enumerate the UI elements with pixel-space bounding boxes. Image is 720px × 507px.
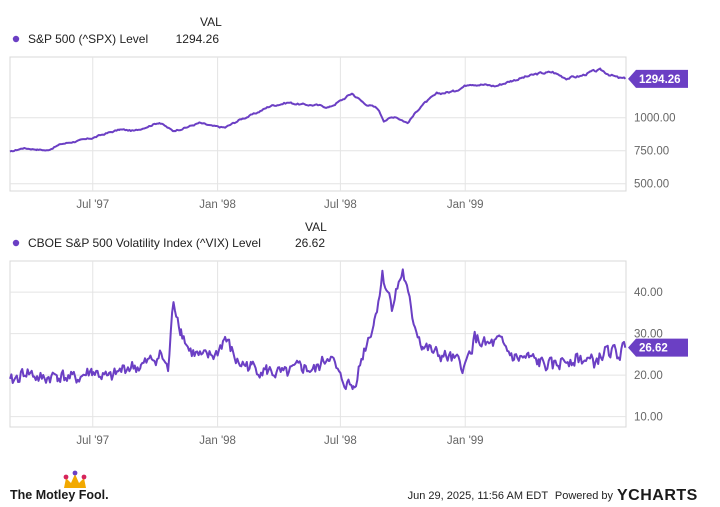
legend-header: VAL (305, 220, 327, 234)
y-tick-label: 10.00 (634, 412, 663, 424)
x-tick-label: Jul '97 (76, 199, 109, 211)
provider-text: YCHARTS (617, 487, 698, 504)
y-tick-label: 1000.00 (634, 113, 676, 125)
last-value-label: 26.62 (639, 343, 668, 355)
x-tick-label: Jan '98 (199, 199, 236, 211)
x-tick-label: Jul '97 (76, 435, 109, 447)
y-tick-label: 30.00 (634, 329, 663, 341)
ycharts-logo[interactable]: YCHARTS (617, 487, 698, 504)
y-tick-label: 40.00 (634, 287, 663, 299)
last-value-tag-shape (628, 69, 688, 88)
plot-frame (9, 260, 627, 428)
timestamp: Jun 29, 2025, 11:56 AM EDT Powered by (408, 490, 614, 502)
legend-series-name: CBOE S&P 500 Volatility Index (^VIX) Lev… (28, 236, 261, 250)
y-tick-label: 750.00 (634, 146, 669, 158)
last-value-tag-shape (628, 338, 688, 357)
x-axis: Jul '97 Jan '98 Jul '98 Jan '99 (76, 435, 483, 447)
y-axis: 500.00 750.00 1000.00 (634, 113, 676, 191)
x-tick-label: Jul '98 (324, 199, 357, 211)
plot-frame (9, 56, 627, 192)
x-tick-label: Jan '99 (447, 435, 484, 447)
legend-value: 1294.26 (176, 32, 220, 46)
x-tick-label: Jan '98 (199, 435, 236, 447)
x-tick-label: Jul '98 (324, 435, 357, 447)
series-line-vix (9, 268, 627, 391)
y-axis: 10.00 20.00 30.00 40.00 (634, 287, 663, 424)
series-line-spx (9, 67, 627, 153)
powered-by-text: Powered by (555, 490, 614, 502)
y-tick-label: 500.00 (634, 179, 669, 191)
y-tick-label: 20.00 (634, 370, 663, 382)
footer: The Motley Fool. Jun 29, 2025, 11:56 AM … (10, 470, 698, 504)
legend-value: 26.62 (295, 236, 325, 250)
legend-series-name: S&P 500 (^SPX) Level (28, 32, 148, 46)
legend-marker (12, 35, 20, 43)
last-value-tag: 26.62 (628, 338, 688, 357)
motley-fool-logo[interactable]: The Motley Fool. (10, 470, 109, 502)
last-value-label: 1294.26 (639, 74, 681, 86)
last-value-tag: 1294.26 (628, 69, 688, 88)
chart-panel-top: Jul '97 Jan '98 Jul '98 Jan '99 500.00 750.0… (9, 56, 688, 211)
chart-panel-bottom: Jul '97 Jan '98 Jul '98 Jan '99 10.00 20.00 3… (9, 260, 688, 447)
brand-text: The Motley Fool. (10, 488, 109, 502)
grid (10, 57, 626, 191)
legend-header: VAL (200, 15, 222, 29)
jester-cap-icon (63, 470, 87, 488)
timestamp-text: Jun 29, 2025, 11:56 AM EDT (408, 490, 549, 502)
x-tick-label: Jan '99 (447, 199, 484, 211)
grid (10, 261, 626, 427)
legend-marker (12, 239, 20, 247)
x-axis: Jul '97 Jan '98 Jul '98 Jan '99 (76, 199, 483, 211)
